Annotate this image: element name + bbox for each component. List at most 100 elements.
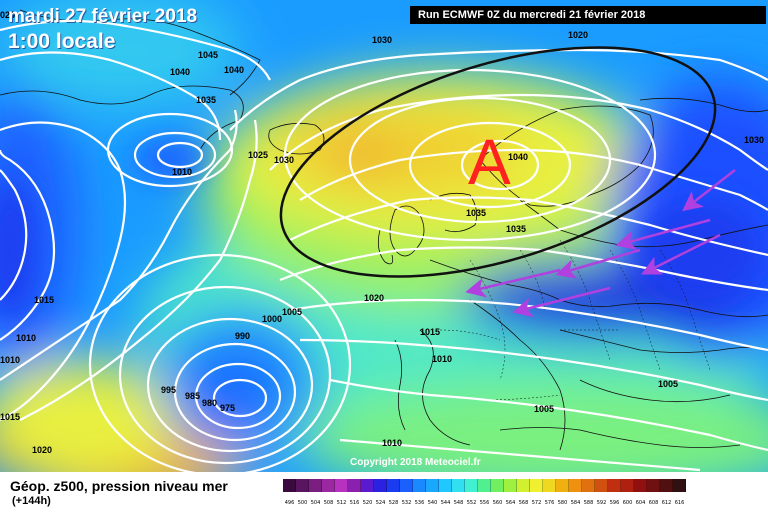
color-scale-value: 496 bbox=[284, 500, 295, 506]
isobar-label: 980 bbox=[202, 398, 217, 408]
color-scale-value: 516 bbox=[349, 500, 360, 506]
color-scale-value: 548 bbox=[453, 500, 464, 506]
color-swatch bbox=[569, 479, 582, 492]
isobar-label: 1000 bbox=[262, 314, 282, 324]
color-swatch bbox=[634, 479, 647, 492]
color-swatch bbox=[621, 479, 634, 492]
color-scale-value: 508 bbox=[323, 500, 334, 506]
geopotential-map: A 1045 1040 1040 1035 1030 1020 1030 102… bbox=[0, 0, 768, 472]
run-banner bbox=[410, 6, 766, 24]
color-scale-value: 600 bbox=[622, 500, 633, 506]
color-swatch bbox=[452, 479, 465, 492]
anticyclone-symbol: A bbox=[468, 126, 511, 198]
color-swatch bbox=[543, 479, 556, 492]
isobar-label: 1045 bbox=[198, 50, 218, 60]
color-scale-value: 560 bbox=[492, 500, 503, 506]
isobars bbox=[0, 19, 768, 472]
color-scale-value: 544 bbox=[440, 500, 451, 506]
color-swatch bbox=[465, 479, 478, 492]
color-scale-value: 576 bbox=[544, 500, 555, 506]
color-swatch bbox=[439, 479, 452, 492]
color-scale-value: 616 bbox=[674, 500, 685, 506]
color-scale-value: 552 bbox=[466, 500, 477, 506]
color-scale-value: 592 bbox=[596, 500, 607, 506]
isobar-label: 1020 bbox=[32, 445, 52, 455]
color-swatch bbox=[361, 479, 374, 492]
isobar-label: 995 bbox=[161, 385, 176, 395]
color-scale-value: 604 bbox=[635, 500, 646, 506]
color-scale-value: 564 bbox=[505, 500, 516, 506]
wind-arrow bbox=[682, 169, 736, 212]
color-scale-value: 532 bbox=[401, 500, 412, 506]
color-swatch bbox=[426, 479, 439, 492]
color-scale-value: 512 bbox=[336, 500, 347, 506]
high-pressure-highlight-ellipse bbox=[279, 46, 717, 278]
high-pressure-rings bbox=[283, 68, 657, 242]
color-scale-value: 572 bbox=[531, 500, 542, 506]
color-swatch bbox=[374, 479, 387, 492]
color-swatch bbox=[413, 479, 426, 492]
isobar-label: 1015 bbox=[420, 327, 440, 337]
color-swatch bbox=[595, 479, 608, 492]
wind-arrow bbox=[512, 286, 611, 318]
color-scale bbox=[283, 479, 686, 492]
color-scale-value: 524 bbox=[375, 500, 386, 506]
color-scale-value: 588 bbox=[583, 500, 594, 506]
color-swatch bbox=[517, 479, 530, 492]
isobar-label: 1020 bbox=[568, 30, 588, 40]
isobar-label: 1010 bbox=[432, 354, 452, 364]
color-scale-value: 520 bbox=[362, 500, 373, 506]
wind-arrow bbox=[555, 248, 641, 279]
isobar-label: 025 bbox=[0, 10, 15, 20]
isobar-label: 1005 bbox=[282, 307, 302, 317]
color-scale-value: 556 bbox=[479, 500, 490, 506]
forecast-date-title: mardi 27 février 2018 bbox=[8, 6, 198, 27]
isobar-label: 1030 bbox=[372, 35, 392, 45]
isobar-label: 1010 bbox=[0, 355, 20, 365]
isobar-label: 1035 bbox=[466, 208, 486, 218]
legend-title: Géop. z500, pression niveau mer bbox=[10, 478, 228, 494]
legend-bar bbox=[0, 472, 768, 512]
copyright-notice: Copyright 2018 Meteociel.fr bbox=[350, 457, 481, 468]
isobar-label: 990 bbox=[235, 331, 250, 341]
color-swatch bbox=[387, 479, 400, 492]
wind-arrow bbox=[641, 233, 721, 275]
color-swatch bbox=[608, 479, 621, 492]
isobar-label: 985 bbox=[185, 391, 200, 401]
color-scale-value: 504 bbox=[310, 500, 321, 506]
forecast-time-title: 1:00 locale bbox=[8, 30, 116, 53]
color-scale-value: 596 bbox=[609, 500, 620, 506]
isobar-label: 1005 bbox=[658, 379, 678, 389]
isobar-label: 1010 bbox=[382, 438, 402, 448]
color-scale-value: 540 bbox=[427, 500, 438, 506]
color-scale-value: 500 bbox=[297, 500, 308, 506]
isobar-label: 1015 bbox=[34, 295, 54, 305]
isobar-label: 1010 bbox=[16, 333, 36, 343]
legend-subtitle: (+144h) bbox=[12, 495, 51, 507]
isobar-label: 1035 bbox=[506, 224, 526, 234]
color-swatch bbox=[491, 479, 504, 492]
color-swatch bbox=[530, 479, 543, 492]
isobar-label: 1025 bbox=[248, 150, 268, 160]
color-swatch bbox=[660, 479, 673, 492]
color-scale-value: 608 bbox=[648, 500, 659, 506]
isobar-label: 1020 bbox=[364, 293, 384, 303]
isobar-label: 1015 bbox=[0, 412, 20, 422]
isobar-label: 1005 bbox=[534, 404, 554, 414]
color-swatch bbox=[556, 479, 569, 492]
color-swatch bbox=[647, 479, 660, 492]
isobar-label: 975 bbox=[220, 403, 235, 413]
isobar-label: 1035 bbox=[196, 95, 216, 105]
color-swatch bbox=[478, 479, 491, 492]
isobar-labels: 1045 1040 1040 1035 1030 1020 1030 1025 … bbox=[0, 10, 764, 455]
run-info-text: Run ECMWF 0Z du mercredi 21 février 2018 bbox=[418, 9, 646, 21]
isobar-label: 1030 bbox=[274, 155, 294, 165]
color-swatch bbox=[296, 479, 309, 492]
isobar-label: 1040 bbox=[224, 65, 244, 75]
color-scale-value: 580 bbox=[557, 500, 568, 506]
color-scale-value: 584 bbox=[570, 500, 581, 506]
isobar-label: 1040 bbox=[508, 152, 528, 162]
color-swatch bbox=[400, 479, 413, 492]
color-scale-value: 612 bbox=[661, 500, 672, 506]
